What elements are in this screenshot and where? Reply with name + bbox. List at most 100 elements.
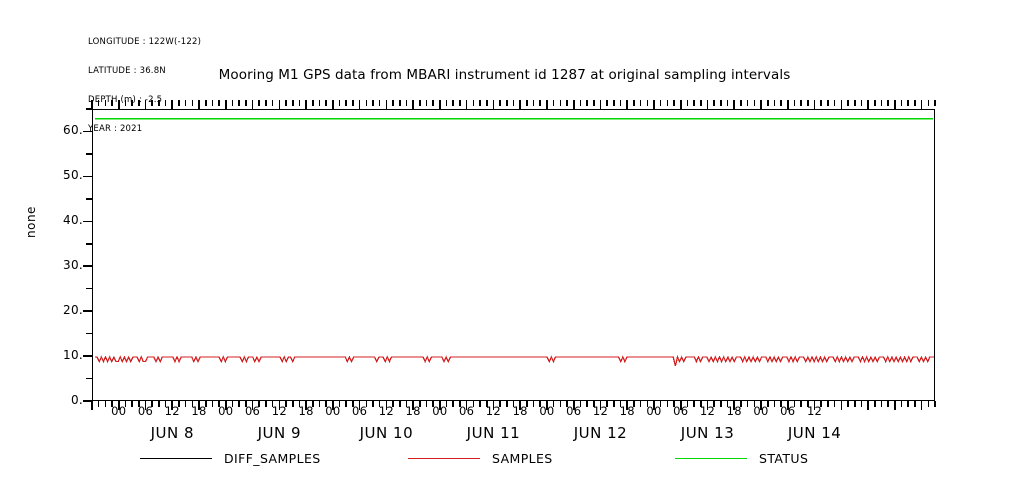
x-tick-minor [773,100,776,106]
x-tick-major [813,100,816,109]
x-hour-label: 12 [378,404,394,418]
x-tick-minor [820,100,823,106]
x-tick-major [251,100,254,109]
x-day-label: JUN 13 [680,424,735,442]
x-hour-label: 00 [325,404,341,418]
y-tick-label: 50. [63,168,83,183]
x-tick-minor [265,100,267,106]
x-tick-minor [506,100,508,106]
x-tick-minor [506,401,508,407]
x-tick-minor [345,401,348,407]
x-tick-minor [499,100,501,106]
x-tick-major [894,401,896,410]
x-tick-minor [151,401,153,407]
x-tick-minor [191,100,194,106]
x-tick-major [626,401,629,410]
x-tick-minor [445,401,448,407]
x-tick-major [492,100,495,109]
x-hour-label: 06 [566,404,582,418]
x-tick-minor [512,100,515,106]
x-tick-minor [934,401,936,407]
x-hour-label: 06 [780,404,796,418]
y-tick-minor [86,377,92,380]
x-tick-minor [914,401,916,407]
x-axis-bottom-ticks [91,401,936,411]
x-tick-minor [178,401,180,407]
x-hour-label: 18 [619,404,635,418]
x-tick-major [91,100,93,109]
x-tick-minor [827,401,829,407]
x-tick-minor [807,401,809,407]
legend-item[interactable]: SAMPLES [408,448,553,468]
x-tick-major [733,401,736,410]
x-tick-minor [432,401,434,407]
legend-item[interactable]: DIFF_SAMPLES [140,448,321,468]
x-tick-major [251,401,254,410]
x-tick-minor [606,401,608,407]
y-axis-title: none [24,206,38,238]
x-tick-minor [820,401,823,407]
legend-item[interactable]: STATUS [675,448,808,468]
x-hour-label: 00 [111,404,127,418]
x-tick-minor [847,401,849,407]
x-tick-minor [753,401,756,407]
series-layer [95,118,934,367]
x-tick-minor [639,100,642,106]
x-tick-minor [613,100,615,106]
x-tick-major [706,401,709,410]
x-tick-major [813,401,816,410]
x-tick-minor [298,401,301,407]
x-tick-major [867,100,869,109]
x-tick-major [385,100,388,109]
x-tick-minor [592,401,595,407]
x-tick-minor [633,100,635,106]
x-tick-minor [726,401,729,407]
x-tick-minor [526,100,528,106]
x-tick-major [439,401,441,410]
x-tick-minor [97,401,100,407]
x-tick-minor [639,401,642,407]
x-hour-label: 12 [164,404,180,418]
x-tick-minor [746,100,749,106]
x-tick-minor [666,401,669,407]
legend-line-icon [675,457,747,459]
x-tick-minor [318,100,321,106]
x-tick-minor [345,100,348,106]
y-tick-major [83,265,92,268]
x-hour-label: 06 [351,404,368,418]
x-tick-minor [372,100,374,106]
x-hour-label: 00 [539,404,555,418]
x-tick-major [653,100,655,109]
x-tick-major [412,100,414,109]
x-tick-minor [793,401,796,407]
x-tick-minor [780,401,782,407]
x-tick-minor [472,100,475,106]
x-tick-minor [479,100,481,106]
x-tick-minor [238,401,240,407]
x-tick-minor [419,100,421,106]
x-tick-minor [532,100,535,106]
x-hour-label: 00 [432,404,448,418]
x-tick-minor [425,401,428,407]
legend-line-icon [140,457,212,459]
x-tick-minor [104,401,107,407]
x-tick-major [787,100,789,109]
x-tick-minor [740,401,742,407]
x-tick-major [572,100,575,109]
x-hour-label: 12 [806,404,823,418]
x-tick-minor [900,100,903,106]
x-tick-minor [258,100,261,106]
x-tick-minor [673,401,675,407]
metadata-depth: DEPTH (m) : -2.5 [88,94,163,105]
x-tick-major [225,401,227,410]
x-tick-minor [619,401,622,407]
x-tick-minor [914,100,916,106]
y-tick-label: 40. [63,213,83,228]
x-hour-label: 00 [218,404,234,418]
x-tick-minor [258,401,261,407]
x-tick-major [679,401,682,410]
x-tick-minor [97,100,100,106]
x-tick-minor [927,100,930,106]
legend-line-icon [408,457,480,459]
